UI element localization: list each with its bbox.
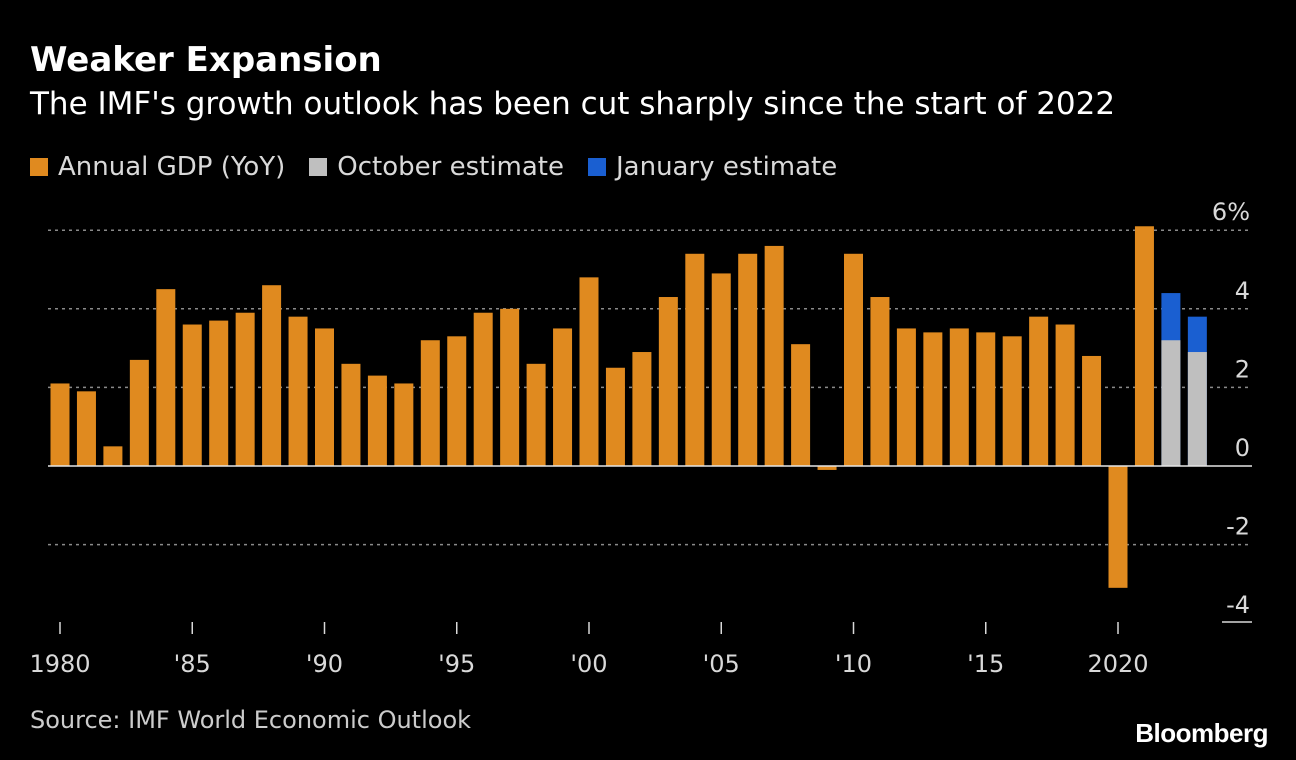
bar-annual-gdp — [420, 340, 440, 466]
legend-swatch-october-estimate — [309, 158, 328, 176]
legend-swatch-january-estimate — [588, 158, 606, 176]
x-tick-label: '10 — [835, 650, 872, 678]
bar-annual-gdp — [1002, 336, 1022, 466]
bar-annual-gdp — [976, 332, 996, 466]
legend-item-october-estimate: October estimate — [309, 152, 564, 182]
bar-annual-gdp — [262, 285, 282, 466]
bar-annual-gdp — [447, 336, 467, 466]
bar-annual-gdp — [367, 375, 387, 466]
bar-annual-gdp — [896, 328, 916, 466]
y-tick-label: 4 — [1235, 277, 1250, 305]
bar-october-estimate — [1187, 352, 1207, 466]
y-tick-label: 2 — [1235, 355, 1250, 383]
bar-annual-gdp — [341, 363, 361, 466]
bloomberg-logo: Bloomberg — [1135, 718, 1268, 748]
bar-annual-gdp — [605, 367, 625, 466]
bar-october-estimate — [1161, 340, 1181, 466]
bar-annual-gdp — [844, 253, 863, 466]
bar-annual-gdp — [473, 312, 493, 466]
bar-annual-gdp — [235, 312, 255, 466]
bar-annual-gdp — [76, 391, 96, 466]
bar-annual-gdp — [685, 253, 705, 466]
bar-annual-gdp — [764, 245, 784, 466]
legend-item-annual-gdp: Annual GDP (YoY) — [30, 152, 285, 182]
bar-annual-gdp — [526, 363, 546, 466]
y-tick-label: -4 — [1226, 591, 1250, 619]
x-tick-label: 1980 — [29, 650, 90, 678]
chart-subtitle: The IMF's growth outlook has been cut sh… — [30, 86, 1116, 122]
bar-annual-gdp — [209, 320, 229, 466]
bar-annual-gdp — [738, 253, 758, 466]
legend-label-october-estimate: October estimate — [337, 152, 564, 182]
bar-annual-gdp — [579, 277, 599, 466]
y-tick-label: -2 — [1226, 513, 1250, 541]
bar-annual-gdp — [949, 328, 969, 466]
x-tick-label: '95 — [438, 650, 475, 678]
y-tick-label: 6% — [1212, 198, 1250, 226]
bar-annual-gdp — [870, 297, 890, 466]
bar-annual-gdp — [288, 316, 308, 466]
bar-annual-gdp — [156, 289, 176, 466]
bar-annual-gdp — [711, 273, 731, 466]
bar-annual-gdp — [1055, 324, 1075, 466]
legend-label-annual-gdp: Annual GDP (YoY) — [58, 152, 286, 182]
bar-annual-gdp — [50, 383, 70, 466]
bar-annual-gdp — [1134, 226, 1154, 466]
x-tick-label: '90 — [306, 650, 343, 678]
legend: Annual GDP (YoY) October estimate Januar… — [30, 152, 861, 182]
x-tick-label: 2020 — [1087, 650, 1148, 678]
x-tick-label: '85 — [174, 650, 211, 678]
bar-annual-gdp — [791, 344, 811, 466]
bar-annual-gdp — [817, 466, 837, 470]
bar-annual-gdp — [553, 328, 573, 466]
bar-annual-gdp — [923, 332, 943, 466]
bar-annual-gdp — [129, 359, 149, 466]
source-note: Source: IMF World Economic Outlook — [30, 706, 472, 734]
bar-annual-gdp — [658, 297, 678, 466]
legend-item-january-estimate: January estimate — [588, 152, 837, 182]
chart-title: Weaker Expansion — [30, 40, 382, 80]
x-tick-label: '15 — [967, 650, 1004, 678]
bar-annual-gdp — [1108, 466, 1128, 588]
bar-annual-gdp — [500, 308, 520, 466]
bar-annual-gdp — [1029, 316, 1049, 466]
bar-annual-gdp — [103, 446, 123, 466]
bar-annual-gdp — [182, 324, 202, 466]
bar-annual-gdp — [1082, 355, 1102, 466]
bar-annual-gdp — [315, 328, 334, 466]
bar-annual-gdp — [394, 383, 414, 466]
legend-swatch-annual-gdp — [30, 158, 48, 176]
bar-annual-gdp — [632, 352, 652, 466]
x-tick-label: '05 — [703, 650, 740, 678]
legend-label-january-estimate: January estimate — [616, 152, 838, 182]
x-tick-label: '00 — [570, 650, 607, 678]
y-tick-label: 0 — [1235, 434, 1250, 462]
